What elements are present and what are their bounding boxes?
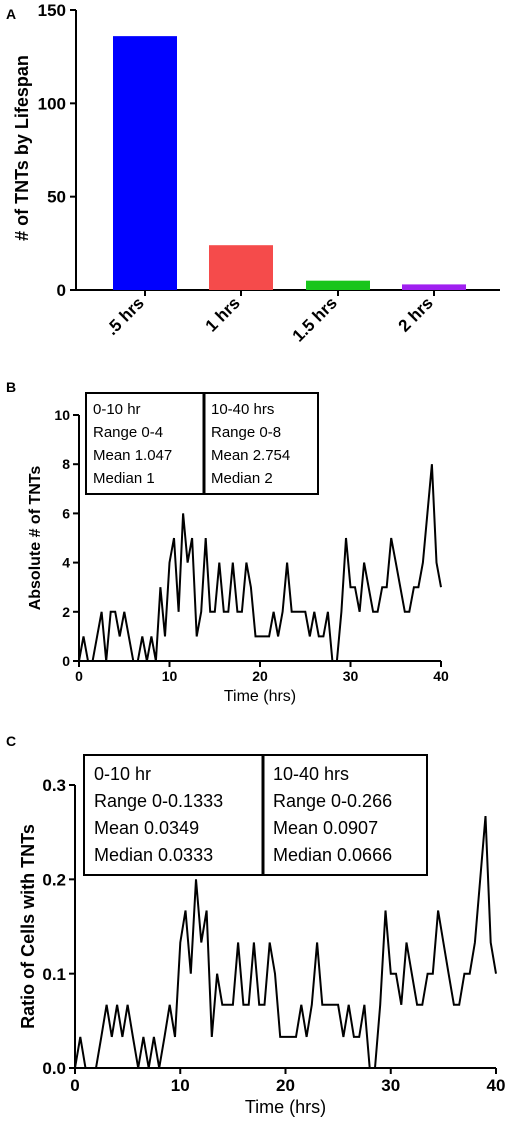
x-tick-label: 30: [343, 668, 359, 684]
stats-mean: Mean 0.0907: [273, 818, 378, 838]
series-line: [74, 816, 497, 1069]
y-tick-label: 8: [62, 456, 70, 472]
x-tick-label: 0: [70, 1076, 79, 1095]
x-tick-label: 0: [75, 668, 83, 684]
y-axis-title: Ratio of Cells with TNTs: [18, 824, 38, 1029]
y-tick-label: 6: [62, 505, 70, 521]
x-tick-label: 10: [162, 668, 178, 684]
bar: [113, 36, 177, 291]
stats-median: Median 0.0666: [273, 845, 392, 865]
y-tick-label: 0.0: [42, 1059, 66, 1078]
stats-mean: Mean 1.047: [93, 447, 172, 464]
y-tick-label: 0.3: [42, 776, 66, 795]
y-tick-label: 10: [54, 407, 70, 423]
x-tick-label: 40: [487, 1076, 506, 1095]
y-tick-label: 2: [62, 604, 70, 620]
bar: [402, 284, 466, 290]
stats-range: Range 0-8: [211, 424, 281, 441]
stats-mean: Mean 0.0349: [94, 818, 199, 838]
x-tick-label: .5 hrs: [102, 293, 148, 339]
panel-letter-a: A: [6, 6, 16, 22]
x-tick-label: 10: [171, 1076, 190, 1095]
stats-range: Range 0-4: [93, 424, 163, 441]
stats-median: Median 1: [93, 470, 155, 487]
stats-box: [85, 392, 319, 495]
x-tick-label: 2 hrs: [395, 293, 437, 335]
stats-range: Range 0-0.1333: [94, 791, 223, 811]
x-tick-label: 20: [276, 1076, 295, 1095]
x-tick-label: 1 hrs: [202, 293, 244, 335]
y-tick-label: 50: [47, 188, 66, 207]
y-tick-label: 0: [62, 653, 70, 669]
stats-mean: Mean 2.754: [211, 447, 290, 464]
panel-letter-b: B: [6, 379, 16, 395]
stats-header: 10-40 hrs: [273, 764, 349, 784]
y-tick-label: 0.2: [42, 870, 66, 889]
stats-box: [83, 754, 428, 876]
y-axis-title: Absolute # of TNTs: [27, 466, 44, 611]
bar: [306, 280, 370, 290]
panel-b-line-chart: 0 10 20 30 40 0 2 4 6 8 10 Time (hrs) Absolute # of …: [27, 392, 449, 705]
bar: [209, 245, 273, 290]
y-tick-label: 150: [38, 1, 66, 20]
x-tick-label: 1.5 hrs: [289, 293, 341, 345]
x-axis-title: Time (hrs): [224, 688, 296, 705]
stats-median: Median 2: [211, 470, 273, 487]
stats-header: 0-10 hr: [94, 764, 151, 784]
panel-letter-c: C: [6, 733, 16, 749]
x-axis-title: Time (hrs): [245, 1097, 326, 1117]
y-tick-label: 4: [62, 555, 70, 571]
stats-header: 10-40 hrs: [211, 401, 274, 418]
x-tick-label: 20: [252, 668, 268, 684]
stats-header: 0-10 hr: [93, 401, 141, 418]
y-tick-label: 100: [38, 94, 66, 113]
panel-a-bar-chart: 0 50 100 150 .5 hrs 1 hrs 1.5 hrs 2 hrs # of TNT…: [12, 1, 500, 346]
y-tick-label: 0: [57, 281, 66, 300]
stats-range: Range 0-0.266: [273, 791, 392, 811]
panel-c-line-chart: 0 10 20 30 40 0.0 0.1 0.2 0.3 Time (hrs) Ratio of …: [18, 754, 506, 1117]
y-axis-title: # of TNTs by Lifespan: [12, 55, 32, 241]
x-tick-label: 30: [381, 1076, 400, 1095]
stats-median: Median 0.0333: [94, 845, 213, 865]
x-tick-label: 40: [433, 668, 449, 684]
y-tick-label: 0.1: [42, 965, 66, 984]
series-line: [78, 464, 442, 662]
